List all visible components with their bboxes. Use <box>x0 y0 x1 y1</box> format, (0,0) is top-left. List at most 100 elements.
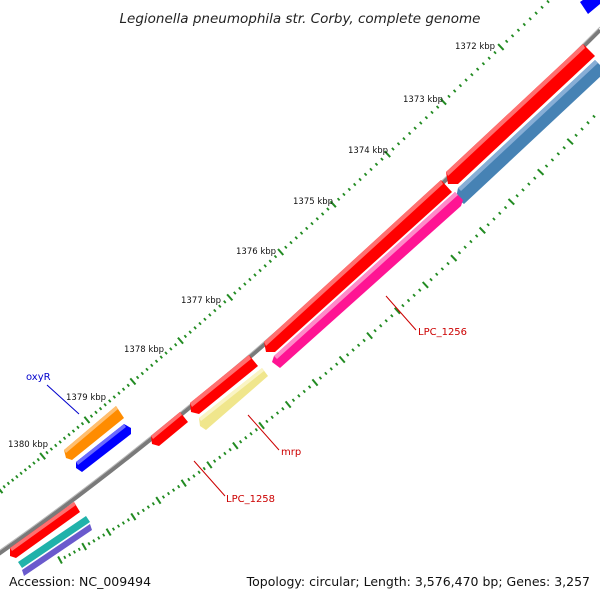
minor-tick <box>265 419 269 424</box>
minor-tick <box>68 552 72 557</box>
minor-tick <box>440 267 445 271</box>
minor-tick <box>208 313 212 317</box>
minor-tick <box>474 234 479 238</box>
genome-backbone-highlight <box>0 26 600 551</box>
gene-label-mrp: mrp <box>281 447 301 458</box>
minor-tick <box>77 547 81 552</box>
minor-tick <box>275 411 280 415</box>
major-tick <box>566 138 574 146</box>
minor-tick <box>187 477 191 482</box>
minor-tick <box>141 508 145 513</box>
minor-tick <box>15 474 19 479</box>
minor-tick <box>253 273 257 277</box>
minor-tick <box>108 399 112 403</box>
minor-tick <box>310 221 314 226</box>
minor-tick <box>121 387 126 391</box>
minor-tick <box>136 511 140 516</box>
minor-tick <box>562 146 566 150</box>
minor-tick <box>6 481 11 486</box>
gene-label-lpc-1258: LPC_1258 <box>226 494 275 505</box>
minor-tick <box>281 407 285 411</box>
minor-tick <box>463 245 467 249</box>
minor-tick <box>447 94 451 99</box>
major-tick <box>105 528 112 537</box>
minor-tick <box>475 67 480 71</box>
minor-tick <box>97 536 101 540</box>
minor-tick <box>324 371 328 376</box>
minor-tick <box>297 394 301 398</box>
major-tick <box>130 512 137 521</box>
minor-tick <box>67 432 71 437</box>
minor-tick <box>135 375 140 380</box>
minor-tick <box>515 194 519 198</box>
minor-tick <box>470 72 474 77</box>
gene-feature <box>18 516 90 568</box>
minor-tick <box>329 367 333 371</box>
minor-tick <box>36 457 40 462</box>
accession-label: Accession: NC_009494 <box>9 574 151 589</box>
minor-tick <box>347 187 351 192</box>
cds-feature <box>190 355 258 414</box>
major-tick <box>383 150 391 158</box>
minor-tick <box>305 226 309 231</box>
minor-tick <box>458 83 463 88</box>
minor-tick <box>192 474 196 478</box>
minor-tick <box>126 383 130 388</box>
minor-tick <box>183 334 187 339</box>
minor-tick <box>413 126 417 130</box>
gene-feature <box>272 192 463 368</box>
minor-tick <box>592 114 596 119</box>
tick-label: 1374 kbp <box>348 146 388 156</box>
minor-tick <box>335 362 339 366</box>
minor-tick <box>273 254 278 259</box>
minor-tick <box>102 533 106 537</box>
major-tick <box>277 248 285 256</box>
minor-tick <box>544 164 549 168</box>
minor-tick <box>103 403 107 407</box>
minor-tick <box>358 177 362 182</box>
minor-tick <box>116 524 121 528</box>
gene-feature-shade <box>274 192 458 359</box>
minor-tick <box>23 468 28 472</box>
minor-tick <box>307 385 312 389</box>
cds-feature-shade <box>446 44 585 176</box>
minor-tick <box>446 261 450 266</box>
tick-label: 1379 kbp <box>66 393 106 403</box>
minor-tick <box>528 17 532 21</box>
minor-tick <box>212 459 217 463</box>
minor-tick <box>540 5 544 10</box>
major-tick <box>180 479 187 487</box>
minor-tick <box>374 162 379 167</box>
minor-tick <box>556 152 561 156</box>
leader-line <box>247 414 280 451</box>
minor-tick <box>117 391 121 395</box>
minor-tick <box>430 110 434 115</box>
minor-tick <box>550 158 555 162</box>
major-tick <box>284 400 292 409</box>
genome-summary-label: Topology: circular; Length: 3,576,470 bp… <box>246 574 590 589</box>
inner-tick-ring <box>57 114 596 564</box>
minor-tick <box>198 321 202 326</box>
cds-feature-shade <box>190 355 251 407</box>
minor-tick <box>45 450 49 455</box>
minor-tick <box>318 376 323 380</box>
major-tick <box>206 461 213 469</box>
map-title: Legionella pneumophila str. Corby, compl… <box>120 11 481 27</box>
minor-tick <box>419 121 423 125</box>
minor-tick <box>28 464 32 469</box>
minor-tick <box>396 142 401 146</box>
minor-tick <box>145 367 149 372</box>
minor-tick <box>193 326 197 330</box>
minor-tick <box>452 89 457 93</box>
tick-label: 1378 kbp <box>124 345 164 355</box>
minor-tick <box>32 461 36 465</box>
minor-tick <box>89 414 94 418</box>
major-tick <box>83 416 91 424</box>
minor-tick <box>126 518 130 522</box>
major-tick <box>232 441 239 450</box>
minor-tick <box>161 495 166 499</box>
outer-tick-ring <box>0 0 550 494</box>
minor-tick <box>493 50 497 55</box>
major-tick <box>478 226 486 234</box>
